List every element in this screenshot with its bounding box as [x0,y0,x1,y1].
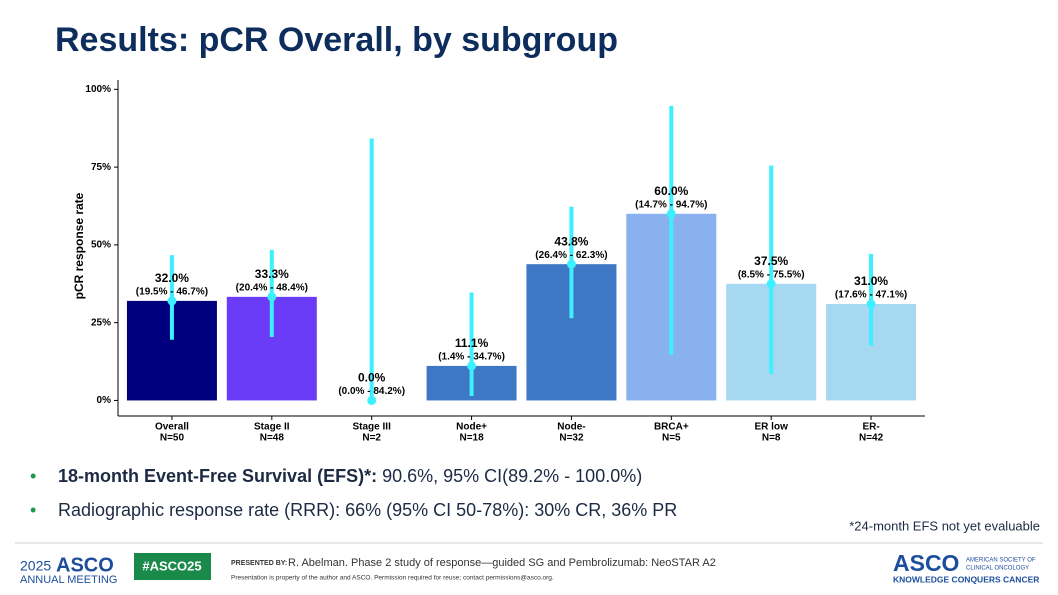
x-tick-label: Overall [155,422,189,433]
x-tick-label: Stage II [254,422,290,433]
slide-title: Results: pCR Overall, by subgroup [55,21,618,59]
x-tick-label: ER low [755,422,789,433]
value-label: 43.8% [554,234,588,248]
n-label: N=5 [662,433,681,444]
x-tick-label: BRCA+ [654,422,689,433]
footnote: *24-month EFS not yet evaluable [849,518,1040,533]
ci-label: (1.4% - 34.7%) [438,352,505,363]
bullet: 18-month Event-Free Survival (EFS)*: 90.… [58,466,642,486]
y-axis-label: pCR response rate [72,192,86,299]
point [267,292,277,302]
footer-brand: ASCO [56,554,114,576]
point [467,361,477,371]
point [666,209,676,219]
value-label: 0.0% [358,371,386,385]
ci-label: (19.5% - 46.7%) [136,287,208,298]
y-tick-label: 25% [91,317,111,328]
point [566,259,576,269]
x-tick-label: Node+ [456,422,487,433]
footer-meeting: ANNUAL MEETING [20,574,117,586]
value-label: 33.3% [255,267,289,281]
ci-label: (26.4% - 62.3%) [535,250,607,261]
point [367,395,377,405]
hashtag-box [134,553,211,580]
bullet-bold: 18-month Event-Free Survival (EFS)*: [58,466,377,486]
x-tick-label: Stage III [353,422,392,433]
bullet-text: 90.6%, 95% CI(89.2% - 100.0%) [377,466,642,486]
presented-by: PRESENTED BY: [231,560,287,567]
n-label: N=42 [859,433,884,444]
value-label: 32.0% [155,271,189,285]
value-label: 11.1% [455,336,489,350]
n-label: N=18 [459,433,484,444]
point [866,299,876,309]
disclaimer: Presentation is property of the author a… [231,575,554,582]
ci-label: (8.5% - 75.5%) [738,269,805,280]
hashtag: #ASCO25 [142,558,201,573]
x-tick-label: Node- [557,422,585,433]
bullet-text: Radiographic response rate (RRR): 66% (9… [58,500,677,520]
value-label: 31.0% [854,274,888,288]
y-tick-label: 50% [91,240,111,251]
x-tick-label: ER- [862,422,879,433]
n-label: N=8 [762,433,781,444]
n-label: N=50 [160,433,185,444]
n-label: N=2 [362,433,381,444]
society: AMERICAN SOCIETY OF [966,558,1036,564]
ci-label: (20.4% - 48.4%) [236,282,308,293]
y-tick-label: 0% [97,395,112,406]
ci-label: (0.0% - 84.2%) [338,386,405,397]
n-label: N=32 [559,433,584,444]
logo: ASCO [893,550,959,576]
y-tick-label: 75% [91,162,111,173]
point [766,279,776,289]
value-label: 37.5% [754,254,788,268]
y-tick-label: 100% [85,84,111,95]
footer-year: 2025 [20,558,51,574]
tagline: KNOWLEDGE CONQUERS CANCER [893,574,1039,584]
ci-label: (17.6% - 47.1%) [835,290,907,301]
point [167,296,177,306]
ci-label: (14.7% - 94.7%) [635,199,707,210]
value-label: 60.0% [654,184,688,198]
n-label: N=48 [260,433,285,444]
bullet-dot: • [30,466,36,486]
presenter: R. Abelman. Phase 2 study of response—gu… [288,557,716,569]
society: CLINICAL ONCOLOGY [966,566,1029,572]
bullet-dot: • [30,500,36,520]
